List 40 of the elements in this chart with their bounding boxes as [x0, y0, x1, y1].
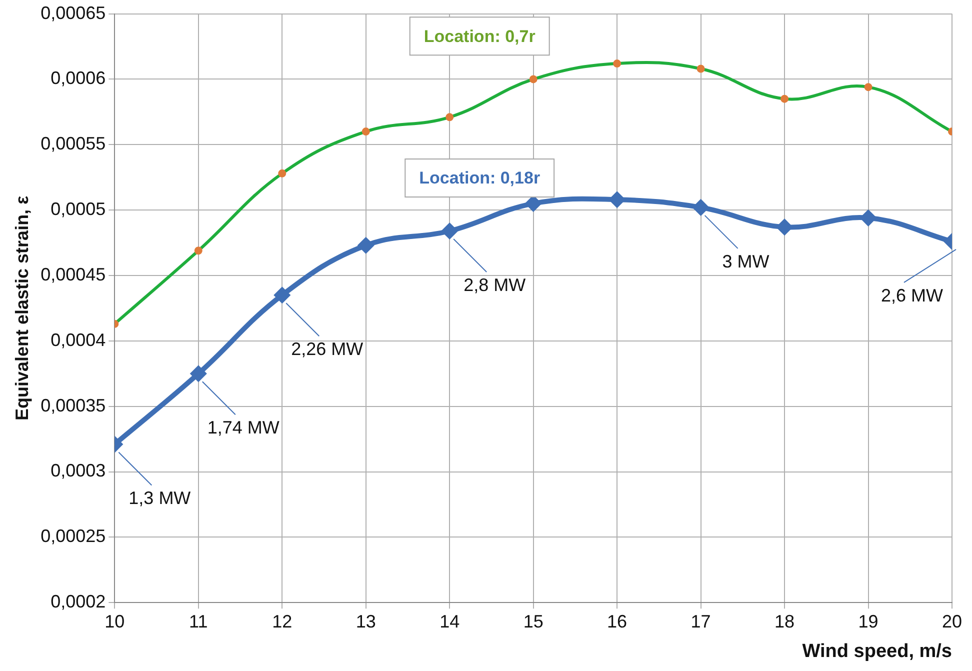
y-tick-label: 0,0004: [50, 330, 106, 350]
annotation: 1,3 MW: [128, 488, 191, 508]
x-tick-label: 19: [858, 611, 878, 632]
x-tick-label: 18: [774, 611, 795, 632]
point: [777, 220, 792, 235]
y-tick-label: 0,0002: [50, 592, 106, 612]
point: [860, 210, 876, 226]
y-tick-label: 0,0005: [50, 199, 106, 220]
x-tick-label: 14: [440, 611, 460, 632]
y-tick-label: 0,00065: [40, 2, 106, 23]
point: [693, 200, 708, 215]
y-tick-label: 0,0006: [50, 68, 106, 88]
x-tick-label: 12: [272, 611, 292, 632]
y-tick-label: 0,00025: [40, 526, 106, 546]
point: [274, 288, 290, 303]
series-label: Location: 0,18r: [419, 168, 540, 188]
point: [526, 196, 541, 212]
x-tick-label: 15: [523, 611, 544, 632]
x-tick-label: 11: [189, 611, 208, 632]
annotation: 2,6 MW: [880, 285, 944, 306]
annotation: 2,26 MW: [291, 339, 364, 360]
annotation: 3 MW: [722, 251, 770, 272]
y-tick-label: 0,0003: [50, 460, 106, 481]
annotation: 2,8 MW: [464, 274, 526, 295]
x-tick-label: 17: [690, 611, 711, 632]
annotation: 1,74 MW: [207, 418, 280, 438]
x-tick-label: 10: [104, 611, 125, 632]
point: [190, 366, 206, 382]
point: [442, 224, 458, 238]
x-tick-label: 13: [356, 611, 376, 632]
y-tick-label: 0,00045: [40, 264, 106, 284]
y-tick-label: 0,00055: [40, 134, 106, 154]
x-axis-title: Wind speed, m/s: [802, 640, 952, 662]
point: [358, 238, 374, 253]
y-tick-label: 0,00035: [40, 395, 106, 416]
x-tick-label: 16: [607, 611, 628, 632]
series-label: Location: 0,7r: [424, 26, 536, 46]
point: [610, 192, 625, 208]
x-tick-label: 20: [942, 611, 962, 632]
y-axis-title: Equivalent elastic strain, ε: [12, 195, 32, 421]
